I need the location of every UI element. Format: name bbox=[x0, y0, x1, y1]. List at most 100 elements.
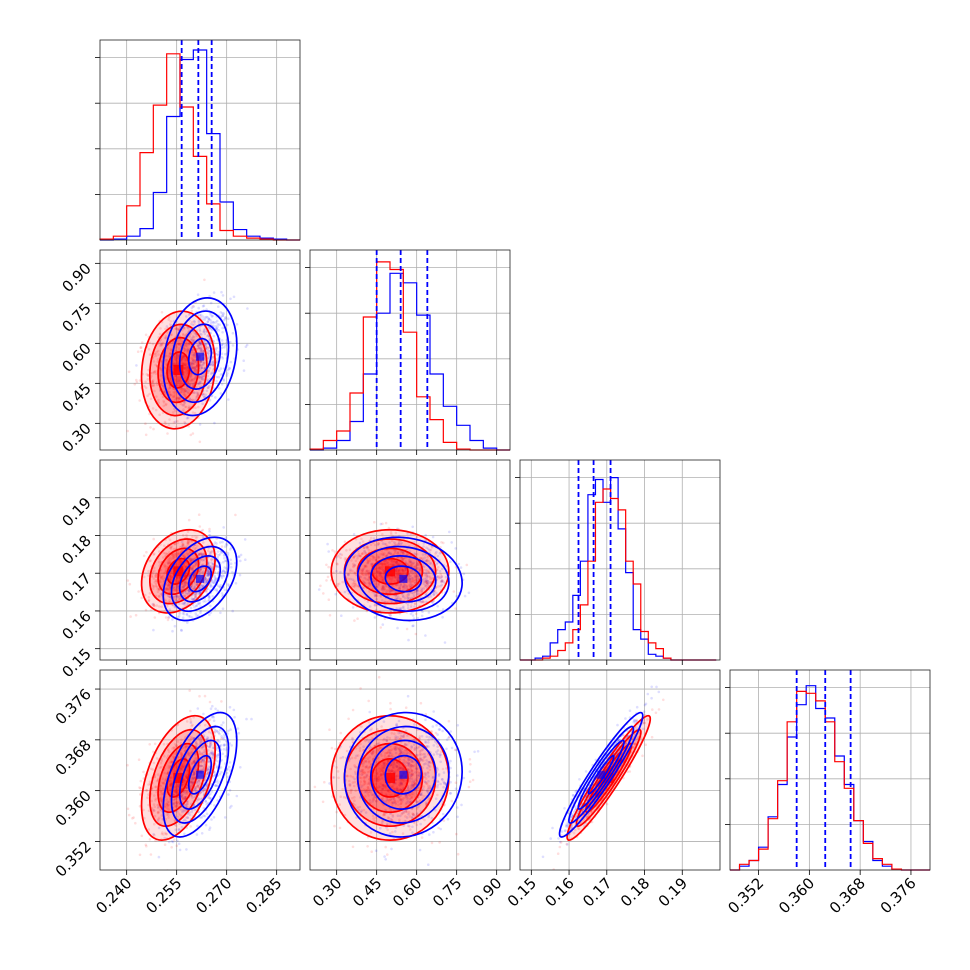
sample-point bbox=[176, 585, 179, 588]
sample-point bbox=[411, 584, 414, 587]
sample-point bbox=[408, 597, 412, 600]
sample-point bbox=[166, 586, 169, 590]
sample-point bbox=[190, 810, 193, 814]
sample-point bbox=[177, 328, 180, 331]
sample-point bbox=[412, 561, 416, 565]
sample-point bbox=[172, 554, 176, 557]
sample-point bbox=[154, 372, 158, 375]
sample-point bbox=[164, 554, 167, 558]
sample-point bbox=[380, 562, 384, 566]
sample-point bbox=[410, 580, 413, 584]
sample-point bbox=[144, 333, 148, 337]
sample-point bbox=[429, 577, 432, 580]
sample-point bbox=[246, 307, 249, 310]
sample-point bbox=[171, 618, 174, 621]
sample-point bbox=[195, 365, 199, 368]
sample-point bbox=[208, 765, 211, 768]
sample-point bbox=[184, 342, 188, 346]
sample-point bbox=[163, 366, 167, 369]
sample-point bbox=[426, 579, 430, 583]
sample-point bbox=[352, 556, 355, 560]
sample-point bbox=[181, 549, 184, 553]
sample-point bbox=[144, 433, 148, 437]
sample-point bbox=[440, 579, 443, 583]
sample-point bbox=[198, 440, 202, 444]
sample-point bbox=[202, 814, 205, 817]
sample-point bbox=[396, 570, 400, 573]
sample-point bbox=[166, 605, 169, 608]
sample-point bbox=[225, 567, 228, 570]
sample-point bbox=[159, 580, 162, 583]
sample-point bbox=[397, 570, 400, 573]
sample-point bbox=[416, 576, 420, 579]
sample-point bbox=[373, 616, 377, 619]
sample-point bbox=[193, 564, 197, 567]
sample-point bbox=[409, 570, 413, 574]
sample-point bbox=[425, 572, 428, 576]
sample-point bbox=[167, 616, 170, 620]
sample-point bbox=[353, 564, 357, 567]
sample-point bbox=[197, 553, 200, 556]
sample-point bbox=[168, 392, 172, 396]
sample-point bbox=[191, 323, 195, 327]
sample-point bbox=[176, 376, 180, 379]
sample-point bbox=[172, 362, 175, 366]
sample-point bbox=[180, 389, 184, 392]
sample-point bbox=[193, 353, 196, 357]
sample-point bbox=[177, 379, 180, 383]
sample-point bbox=[161, 777, 164, 780]
sample-point bbox=[411, 584, 414, 587]
sample-point bbox=[368, 575, 371, 578]
sample-point bbox=[395, 561, 398, 564]
sample-point bbox=[186, 530, 190, 533]
sample-point bbox=[420, 589, 424, 592]
sample-point bbox=[193, 595, 197, 599]
sample-point bbox=[383, 617, 387, 621]
sample-point bbox=[155, 579, 158, 582]
sample-point bbox=[197, 780, 200, 783]
sample-point bbox=[174, 420, 177, 424]
sample-point bbox=[176, 589, 180, 592]
sample-point bbox=[154, 574, 157, 577]
sample-point bbox=[382, 587, 386, 591]
sample-point bbox=[413, 605, 416, 608]
sample-point bbox=[368, 558, 372, 561]
sample-point bbox=[188, 388, 191, 392]
sample-point bbox=[211, 746, 215, 750]
sample-point bbox=[191, 778, 194, 781]
sample-point bbox=[199, 568, 202, 571]
sample-point bbox=[375, 570, 379, 574]
sample-point bbox=[129, 615, 132, 618]
sample-point bbox=[217, 329, 221, 332]
sample-point bbox=[206, 569, 210, 573]
sample-point bbox=[206, 573, 210, 576]
sample-point bbox=[209, 339, 212, 343]
sample-point bbox=[390, 539, 394, 542]
sample-point bbox=[191, 305, 195, 308]
sample-point bbox=[214, 577, 218, 580]
sample-point bbox=[187, 391, 191, 395]
sample-point bbox=[151, 407, 155, 410]
sample-point bbox=[232, 295, 236, 299]
sample-point bbox=[401, 558, 405, 561]
sample-point bbox=[180, 383, 183, 386]
sample-point bbox=[322, 592, 325, 595]
sample-point bbox=[371, 556, 375, 559]
sample-point bbox=[238, 555, 241, 558]
sample-point bbox=[201, 378, 204, 381]
sample-point bbox=[214, 707, 217, 711]
sample-point bbox=[192, 573, 196, 577]
sample-point bbox=[207, 570, 211, 573]
sample-point bbox=[194, 354, 197, 357]
sample-point bbox=[205, 574, 208, 577]
sample-point bbox=[211, 704, 214, 708]
sample-point bbox=[380, 586, 384, 589]
sample-point bbox=[365, 569, 369, 573]
sample-point bbox=[200, 375, 204, 379]
sample-point bbox=[381, 587, 384, 590]
sample-point bbox=[206, 351, 210, 355]
sample-point bbox=[207, 352, 210, 356]
sample-point bbox=[210, 550, 213, 554]
sample-point bbox=[397, 550, 400, 554]
sample-point bbox=[194, 546, 198, 550]
